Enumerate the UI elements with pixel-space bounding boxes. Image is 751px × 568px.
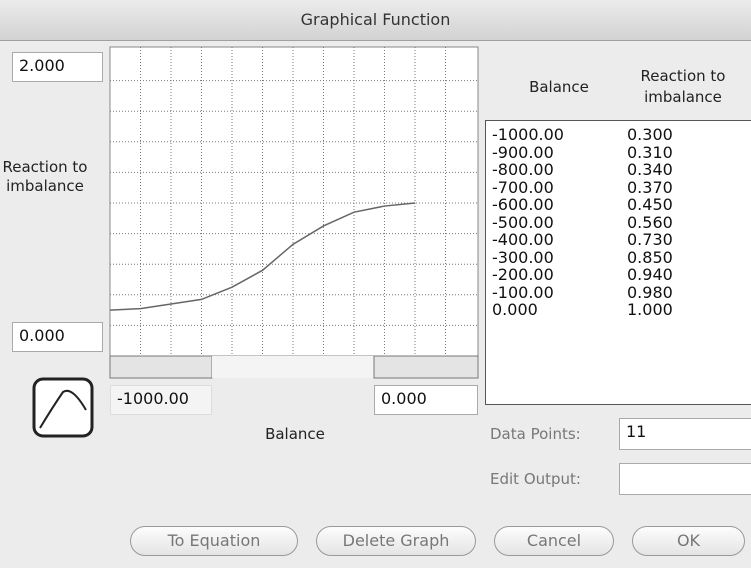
- range-handle[interactable]: [109, 355, 213, 379]
- field-label: Edit Output:: [490, 470, 581, 488]
- title-bar: Graphical Function: [0, 0, 751, 41]
- button[interactable]: Delete Graph: [316, 526, 476, 556]
- data-points-field[interactable]: 11: [619, 418, 751, 450]
- range-handle[interactable]: [373, 355, 479, 379]
- table-cell: -400.00: [492, 230, 554, 249]
- table-cell: 0.980: [627, 282, 673, 302]
- table-cell: -200.00: [492, 265, 554, 284]
- curve: [109, 202, 416, 311]
- table-cell: -600.00: [492, 195, 554, 214]
- button[interactable]: Cancel: [494, 526, 614, 556]
- table-cell: -700.00: [492, 177, 554, 197]
- table-cell: 1.000: [627, 300, 673, 319]
- button[interactable]: To Equation: [130, 526, 298, 556]
- field-label: Data Points:: [490, 425, 581, 443]
- column-header: Balance: [529, 78, 589, 96]
- x-label: Balance: [265, 425, 325, 443]
- table-cell: 0.000: [492, 300, 538, 319]
- range-track: [212, 356, 374, 378]
- y-max-field[interactable]: 2.000: [12, 52, 103, 82]
- table-cell: 0.730: [627, 230, 673, 249]
- window-title: Graphical Function: [300, 10, 451, 29]
- table-cell: -300.00: [492, 247, 554, 267]
- y-label: Reaction to imbalance: [2, 158, 88, 195]
- table-cell: -500.00: [492, 212, 554, 232]
- table-cell: 0.940: [627, 265, 673, 284]
- table-cell: 0.300: [627, 125, 673, 144]
- table-cell: -900.00: [492, 142, 554, 162]
- table-cell: 0.850: [627, 247, 673, 267]
- table-cell: 0.340: [627, 160, 673, 179]
- column-header: Reaction to imbalance: [640, 67, 726, 106]
- x-max-field[interactable]: 0.000: [374, 385, 478, 415]
- graph-icon[interactable]: [32, 377, 94, 438]
- grid: [110, 47, 478, 356]
- x-min-field[interactable]: -1000.00: [110, 385, 212, 415]
- table-cell: 0.370: [627, 177, 673, 197]
- edit-output-field[interactable]: [619, 463, 751, 495]
- table-cell: 0.450: [627, 195, 673, 214]
- table[interactable]: -1000.00 0.300 -900.00 0.310 -800.00 0.340 -70…: [485, 120, 751, 405]
- table-cell: -1000.00: [492, 125, 564, 144]
- button[interactable]: OK: [632, 526, 745, 556]
- table-cell: -100.00: [492, 282, 554, 302]
- table-cell: 0.560: [627, 212, 673, 232]
- plot-area: [109, 46, 479, 357]
- y-min-field[interactable]: 0.000: [12, 322, 103, 352]
- icon-curve: [39, 389, 87, 429]
- table-cell: 0.310: [627, 142, 673, 162]
- table-cell: -800.00: [492, 160, 554, 179]
